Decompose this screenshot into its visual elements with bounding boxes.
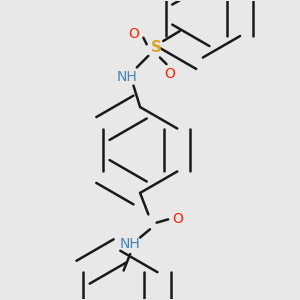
Text: O: O: [128, 27, 139, 41]
Text: NH: NH: [116, 70, 137, 84]
Text: O: O: [172, 212, 184, 226]
Text: NH: NH: [120, 237, 141, 251]
Text: O: O: [164, 67, 175, 81]
Text: S: S: [151, 40, 162, 55]
